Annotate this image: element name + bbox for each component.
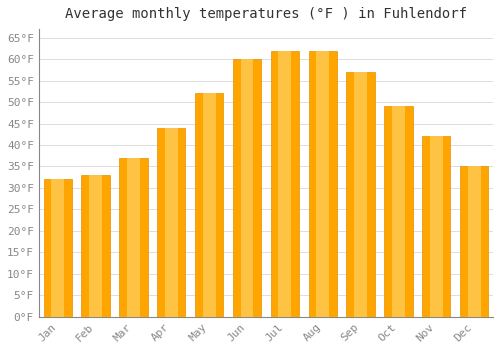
Bar <box>195 93 224 317</box>
Bar <box>430 136 442 317</box>
Bar <box>316 50 329 317</box>
Bar <box>119 158 148 317</box>
Bar <box>270 50 299 317</box>
Bar <box>392 106 405 317</box>
Title: Average monthly temperatures (°F ) in Fuhlendorf: Average monthly temperatures (°F ) in Fu… <box>65 7 467 21</box>
Bar <box>44 179 72 317</box>
Bar <box>127 158 140 317</box>
Bar <box>384 106 412 317</box>
Bar <box>89 175 102 317</box>
Bar <box>278 50 291 317</box>
Bar <box>354 72 367 317</box>
Bar <box>308 50 337 317</box>
Bar <box>346 72 375 317</box>
Bar <box>165 128 177 317</box>
Bar <box>460 167 488 317</box>
Bar <box>240 59 254 317</box>
Bar <box>157 128 186 317</box>
Bar <box>422 136 450 317</box>
Bar <box>52 179 64 317</box>
Bar <box>203 93 215 317</box>
Bar <box>233 59 261 317</box>
Bar <box>82 175 110 317</box>
Bar <box>468 167 480 317</box>
